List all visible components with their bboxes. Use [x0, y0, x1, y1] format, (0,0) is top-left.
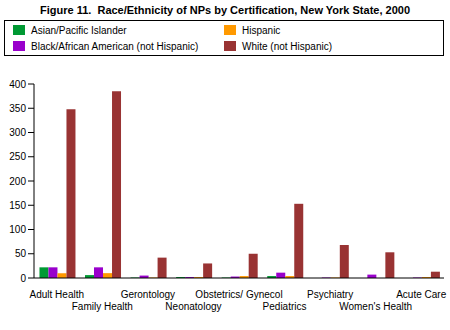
html-text:Black/African American (not Hi: Black/African American (not Hispanic) — [31, 40, 199, 52]
svg-text:50: 50 — [15, 248, 27, 259]
svg-text:100: 100 — [9, 224, 26, 235]
svg-text:250: 250 — [9, 151, 26, 162]
svg-text:Obstetrics/ Gynecol: Obstetrics/ Gynecol — [195, 289, 282, 300]
svg-text:0: 0 — [20, 273, 26, 284]
html-text:White (not Hispanic): White (not Hispanic) — [242, 40, 332, 52]
svg-text:300: 300 — [9, 127, 26, 138]
svg-text:Acute Care: Acute Care — [396, 289, 442, 300]
svg-text:Neonatology: Neonatology — [165, 301, 221, 312]
html-text:Asian/Pacific Islander: Asian/Pacific Islander — [31, 24, 127, 36]
svg-text:200: 200 — [9, 176, 26, 187]
svg-text:150: 150 — [9, 200, 26, 211]
svg-text:Family Health: Family Health — [72, 301, 133, 312]
svg-text:350: 350 — [9, 103, 26, 114]
svg-text:Women's Health: Women's Health — [339, 301, 412, 312]
svg-text:Pediatrics: Pediatrics — [263, 301, 307, 312]
html-text:Figure 11. Race/Ethnicity of N: Figure 11. Race/Ethnicity of NPs by Cert… — [40, 4, 410, 16]
svg-text:Psychiatry: Psychiatry — [307, 289, 353, 300]
html-text:Hispanic: Hispanic — [242, 24, 281, 36]
svg-text:400: 400 — [9, 79, 26, 90]
svg-text:Adult Health: Adult Health — [30, 289, 84, 300]
svg-text:Gerontology: Gerontology — [121, 289, 175, 300]
